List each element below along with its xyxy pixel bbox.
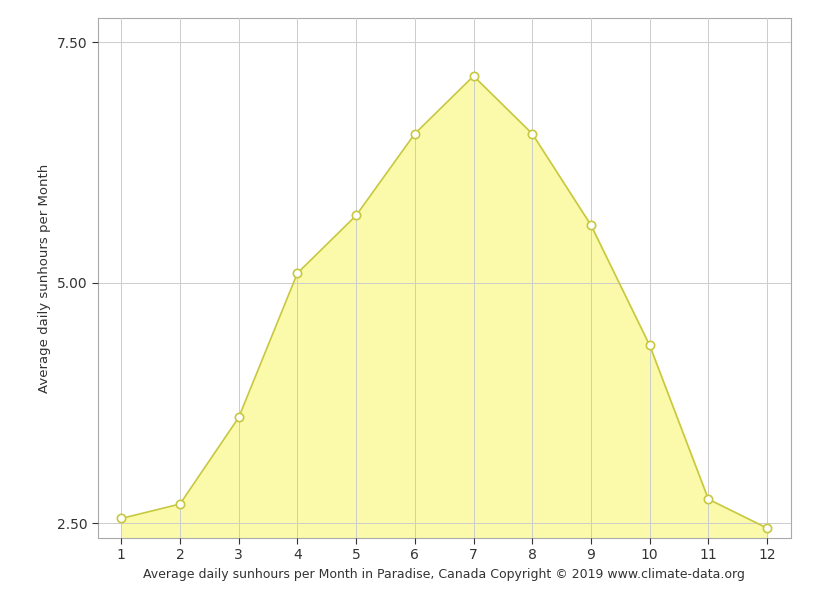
- Point: [232, 412, 245, 422]
- Point: [702, 494, 715, 504]
- X-axis label: Average daily sunhours per Month in Paradise, Canada Copyright © 2019 www.climat: Average daily sunhours per Month in Para…: [143, 568, 745, 580]
- Point: [526, 129, 539, 139]
- Point: [291, 268, 304, 278]
- Y-axis label: Average daily sunhours per Month: Average daily sunhours per Month: [38, 163, 51, 393]
- Point: [174, 499, 187, 509]
- Point: [350, 211, 363, 221]
- Point: [584, 220, 597, 230]
- Point: [408, 129, 421, 139]
- Point: [643, 340, 656, 350]
- Point: [760, 523, 773, 533]
- Point: [115, 514, 128, 524]
- Point: [467, 71, 480, 81]
